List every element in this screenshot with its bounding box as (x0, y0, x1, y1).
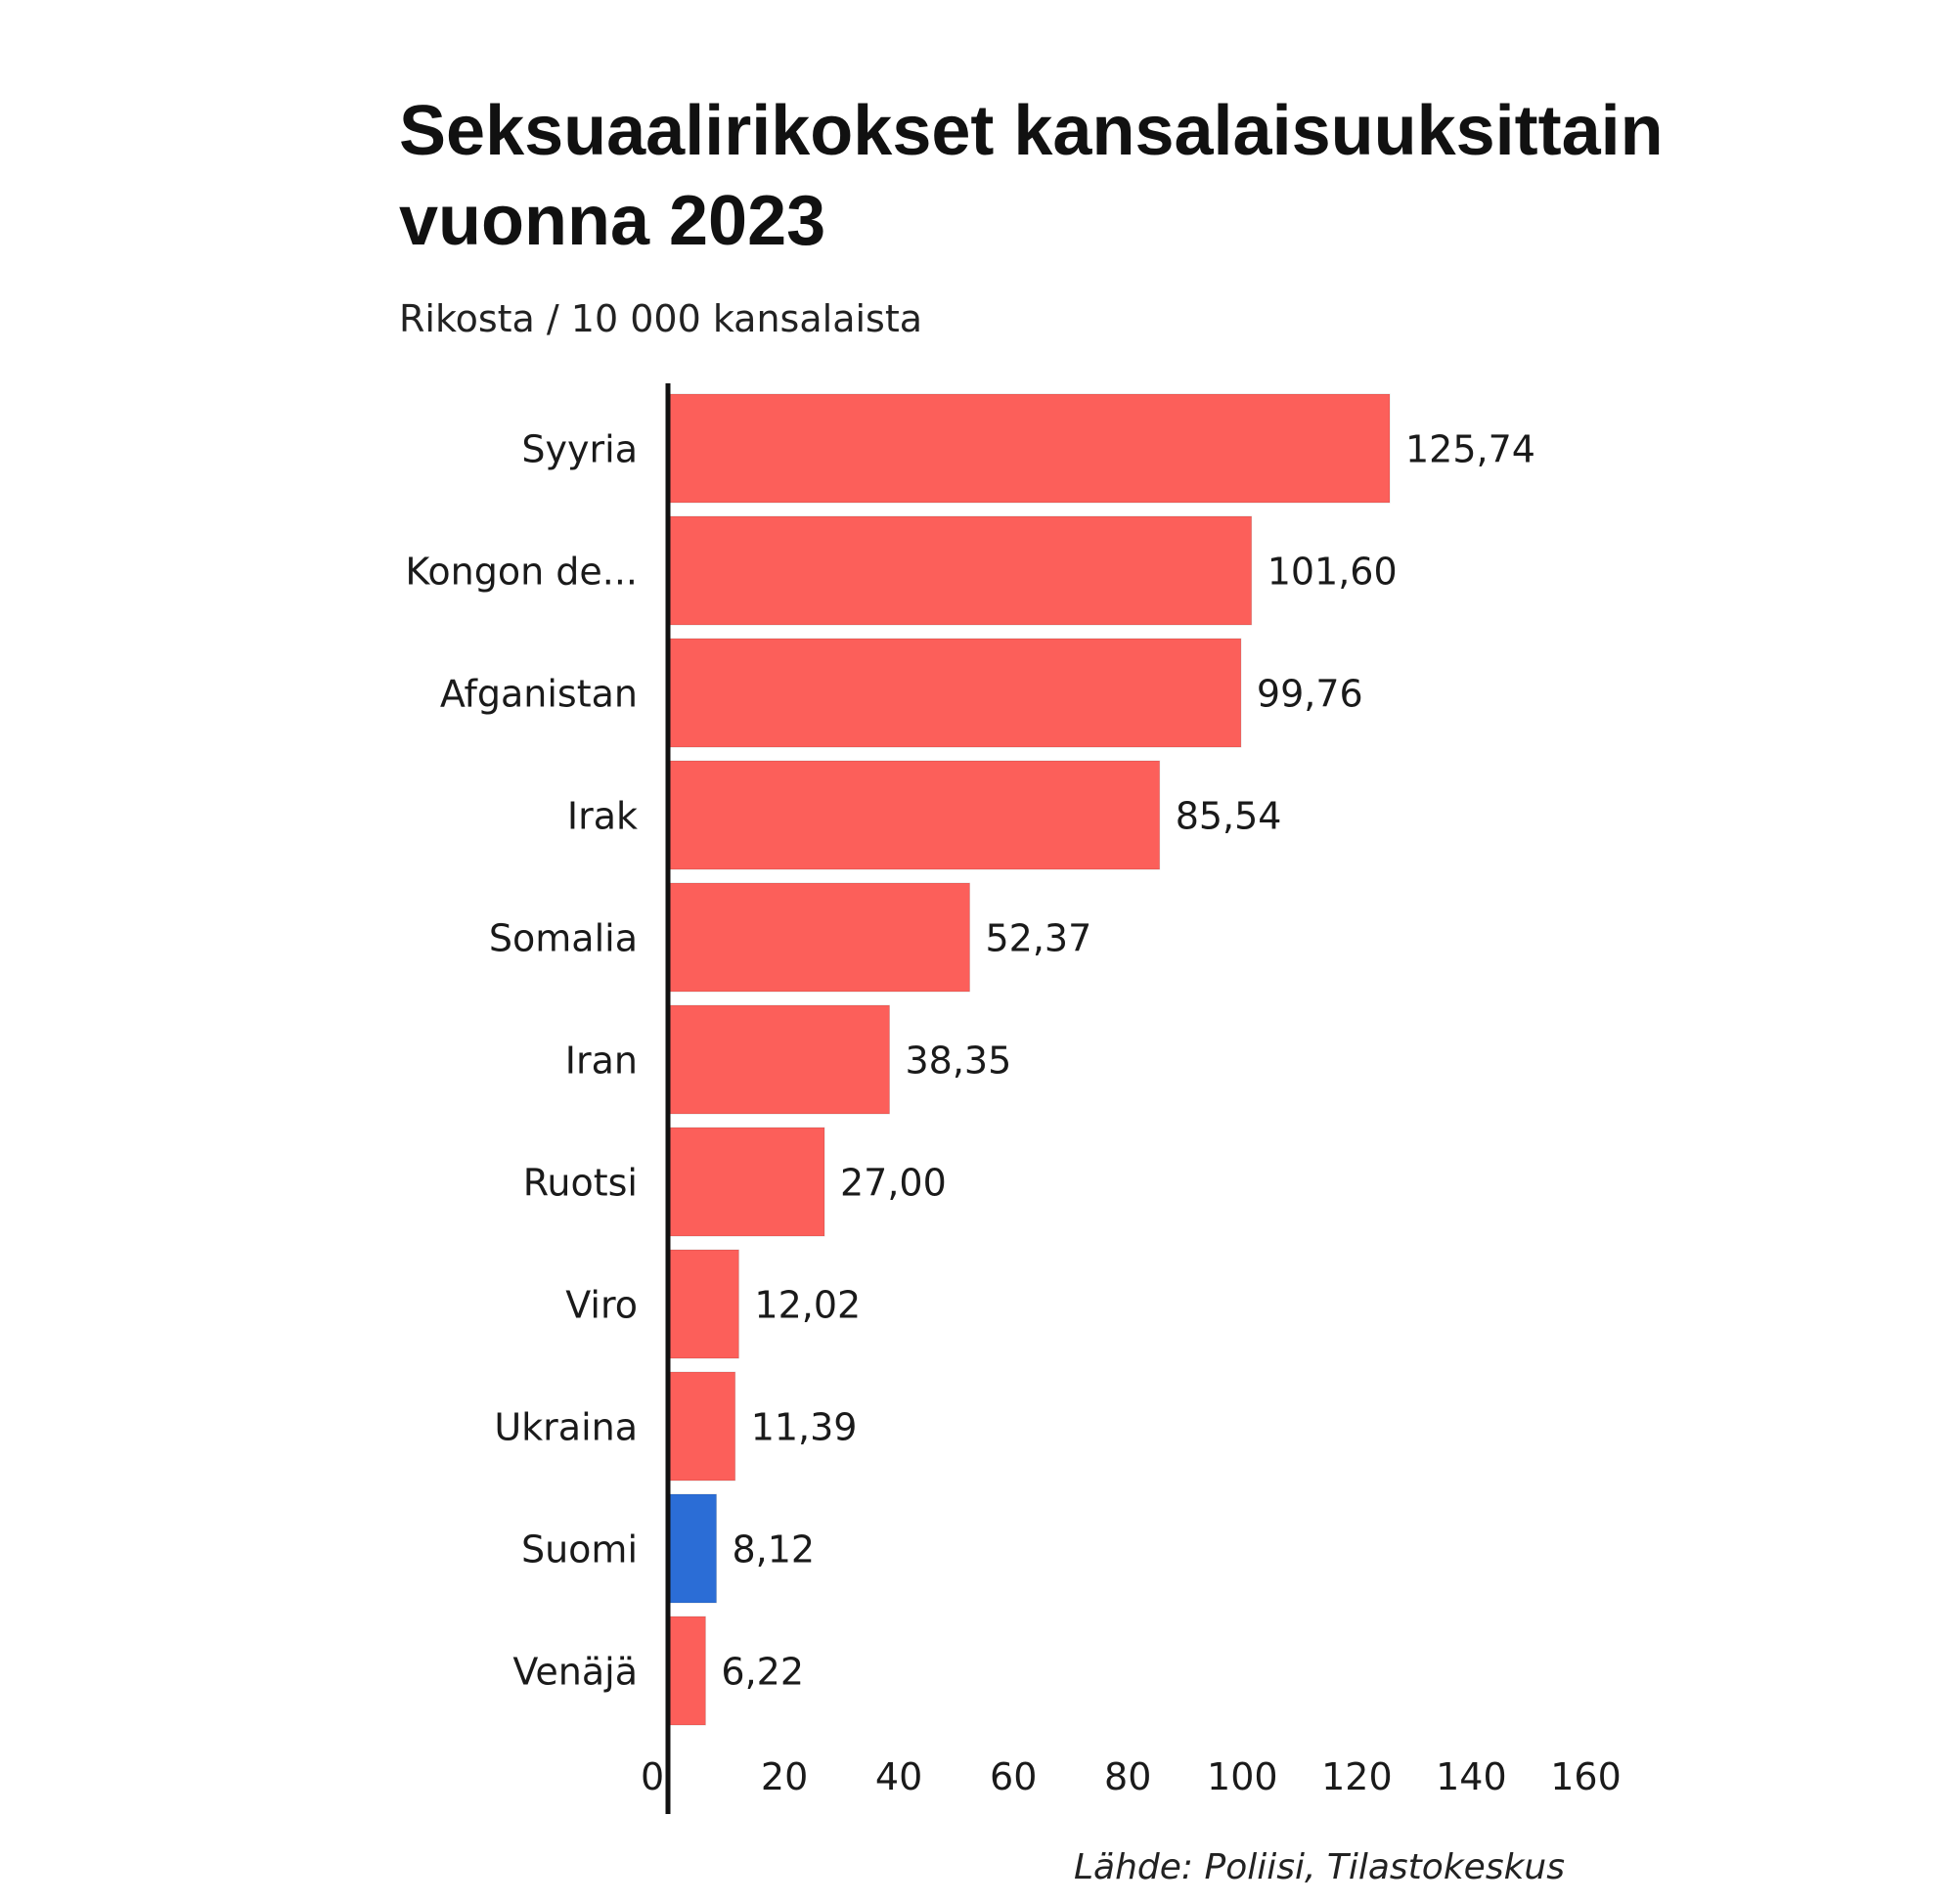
value-label-venäjä: 6,22 (721, 1651, 804, 1694)
value-label-suomi: 8,12 (733, 1528, 816, 1572)
value-label-iran: 38,35 (906, 1040, 1012, 1083)
x-tick-label-140: 140 (1436, 1755, 1507, 1798)
source-note: Lähde: Poliisi, Tilastokeskus (1073, 1847, 1565, 1887)
bar-viro (669, 1249, 739, 1359)
x-tick-label-120: 120 (1321, 1755, 1393, 1798)
category-label-ruotsi: Ruotsi (523, 1162, 638, 1205)
x-tick-label-0: 0 (641, 1755, 664, 1798)
bar-irak (669, 760, 1161, 870)
category-label-afganistan: Afganistan (440, 673, 638, 716)
labels-layer: Syyria 125,74 Kongon de... 101,60 Afganistan… (405, 428, 1535, 1694)
value-label-ukraina: 11,39 (751, 1406, 858, 1449)
bar-somalia (669, 882, 970, 993)
x-tick-label-100: 100 (1207, 1755, 1278, 1798)
chart-title: Seksuaalirikokset kansalaisuuksittain vu… (399, 92, 1664, 260)
value-label-ruotsi: 27,00 (840, 1162, 947, 1205)
category-label-suomi: Suomi (521, 1528, 638, 1572)
bar-venäjä (669, 1616, 706, 1726)
category-label-viro: Viro (565, 1284, 638, 1327)
x-tick-label-80: 80 (1104, 1755, 1151, 1798)
x-tick-label-40: 40 (875, 1755, 922, 1798)
x-tick-label-20: 20 (761, 1755, 808, 1798)
value-label-somalia: 52,37 (986, 917, 1092, 960)
bar-ukraina (669, 1371, 736, 1482)
value-label-irak: 85,54 (1176, 795, 1282, 838)
value-label-afganistan: 99,76 (1257, 673, 1363, 716)
bar-iran (669, 1004, 890, 1115)
bar-ruotsi (669, 1127, 825, 1237)
category-label-somalia: Somalia (489, 917, 638, 960)
bar-syyria (669, 393, 1391, 504)
bars-layer (669, 393, 1391, 1726)
category-label-ukraina: Ukraina (494, 1406, 638, 1449)
category-label-syyria: Syyria (521, 428, 638, 471)
value-label-viro: 12,02 (754, 1284, 861, 1327)
category-label-kongon-de: Kongon de... (405, 551, 638, 594)
ticks-layer: 0 20 40 60 80 100 120 140 160 (641, 1755, 1622, 1798)
bar-kongon-de (669, 515, 1253, 626)
value-label-kongon-de: 101,60 (1267, 551, 1398, 594)
bar-afganistan (669, 638, 1242, 748)
chart-subtitle: Rikosta / 10 000 kansalaista (399, 297, 923, 340)
x-tick-label-160: 160 (1550, 1755, 1622, 1798)
category-label-venäjä: Venäjä (512, 1651, 638, 1694)
value-label-syyria: 125,74 (1405, 428, 1535, 471)
x-tick-label-60: 60 (990, 1755, 1037, 1798)
bar-suomi (669, 1493, 717, 1604)
category-label-irak: Irak (567, 795, 638, 838)
category-label-iran: Iran (565, 1040, 638, 1083)
